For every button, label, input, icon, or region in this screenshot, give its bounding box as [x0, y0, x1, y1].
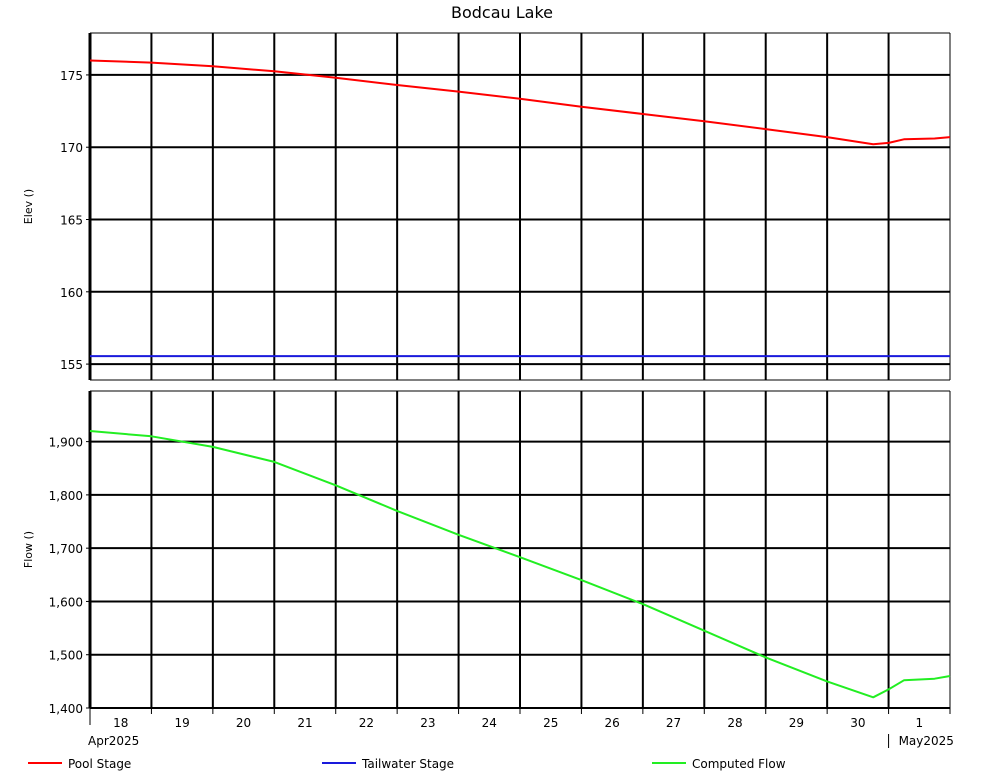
period-label-apr: Apr2025 [88, 734, 139, 748]
x-tick-label: 25 [543, 716, 558, 730]
legend-pool-stage-label: Pool Stage [68, 757, 131, 771]
elev-ytick-label: 160 [60, 286, 83, 300]
x-tick-label: 22 [359, 716, 374, 730]
flow-ytick-label: 1,700 [49, 542, 83, 556]
x-tick-label: 19 [175, 716, 190, 730]
elev-ytick-label: 175 [60, 69, 83, 83]
x-tick-label: 20 [236, 716, 251, 730]
x-tick-label: 18 [113, 716, 128, 730]
flow-ytick-label: 1,800 [49, 489, 83, 503]
x-tick-label: 23 [420, 716, 435, 730]
x-tick-label: 29 [789, 716, 804, 730]
x-tick-label: 28 [727, 716, 742, 730]
x-tick-label: 21 [297, 716, 312, 730]
flow-ytick-label: 1,600 [49, 595, 83, 609]
x-tick-label: 30 [850, 716, 865, 730]
x-tick-label: 26 [605, 716, 620, 730]
series-computed-flow-line [89, 430, 951, 699]
x-tick-label: 1 [915, 716, 923, 730]
flow-ytick-label: 1,900 [49, 436, 83, 450]
flow-ylabel: Flow () [22, 531, 35, 568]
x-tick-label: 27 [666, 716, 681, 730]
x-tick-label: 24 [482, 716, 497, 730]
legend-computed-flow-label: Computed Flow [692, 757, 786, 771]
legend-tailwater-stage-label: Tailwater Stage [361, 757, 454, 771]
period-label-may: May2025 [899, 734, 954, 748]
elev-ytick-label: 165 [60, 214, 83, 228]
flow-ytick-label: 1,500 [49, 649, 83, 663]
flow-ytick-label: 1,400 [49, 702, 83, 716]
elev-ytick-label: 155 [60, 358, 83, 372]
series-pool-stage-line [89, 59, 951, 146]
chart-title: Bodcau Lake [451, 3, 553, 22]
elev-ylabel: Elev () [22, 189, 35, 224]
elev-ytick-label: 170 [60, 141, 83, 155]
